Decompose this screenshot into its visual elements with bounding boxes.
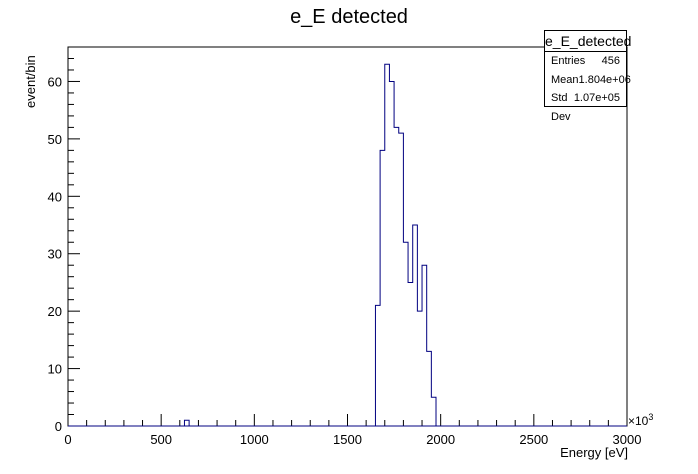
y-tick-label: 30 — [48, 247, 62, 262]
stats-value: 1.07e+05 — [573, 92, 620, 104]
stats-value: 456 — [601, 55, 620, 67]
histogram-bin — [431, 397, 436, 426]
histogram-bin — [427, 351, 432, 426]
histogram-bin — [389, 81, 394, 426]
x-tick-label: 0 — [64, 432, 71, 447]
x-axis-label: Energy [eV] — [560, 445, 628, 460]
stats-label: Std Dev — [551, 92, 571, 123]
y-tick-label: 40 — [48, 189, 62, 204]
stats-row-entries: Entries 456 — [545, 52, 626, 71]
histogram-bin — [403, 242, 408, 426]
x-tick-label: 2000 — [426, 432, 455, 447]
histogram-bin — [413, 225, 418, 426]
y-tick-label: 10 — [48, 362, 62, 377]
y-tick-label: 20 — [48, 304, 62, 319]
x-tick-label: 2500 — [519, 432, 548, 447]
histogram-bin — [380, 150, 385, 426]
stats-box: e_E_detected Entries 456 Mean 1.804e+06 … — [544, 30, 631, 123]
stats-label: Mean — [551, 73, 579, 86]
stats-row-stddev: Std Dev 1.07e+05 — [545, 89, 626, 123]
y-tick-label: 50 — [48, 132, 62, 147]
stats-label: Entries — [551, 55, 586, 67]
y-axis-label: event/bin — [23, 55, 38, 108]
histogram-bin — [375, 305, 380, 426]
histogram-bins — [374, 63, 437, 426]
x-axis-multiplier: ×103 — [628, 412, 654, 428]
histogram-bin — [408, 282, 413, 426]
histogram-bin — [399, 133, 404, 426]
stats-value: 1.804e+06 — [578, 73, 631, 86]
histogram-bin — [184, 420, 189, 426]
histogram-bin — [417, 311, 422, 426]
stats-row-mean: Mean 1.804e+06 — [545, 71, 631, 90]
x-tick-label: 1000 — [240, 432, 269, 447]
histogram-bins — [183, 419, 190, 426]
x-tick-label: 500 — [150, 432, 172, 447]
chart-title: e_E detected — [290, 6, 408, 28]
histogram-bin — [385, 64, 390, 426]
histogram-bin — [394, 127, 399, 426]
x-tick-label: 3000 — [613, 432, 642, 447]
stats-title: e_E_detected — [545, 31, 631, 52]
histogram-bin — [422, 265, 427, 426]
x-tick-label: 1500 — [333, 432, 362, 447]
y-tick-label: 0 — [55, 419, 62, 434]
y-tick-label: 60 — [48, 74, 62, 89]
